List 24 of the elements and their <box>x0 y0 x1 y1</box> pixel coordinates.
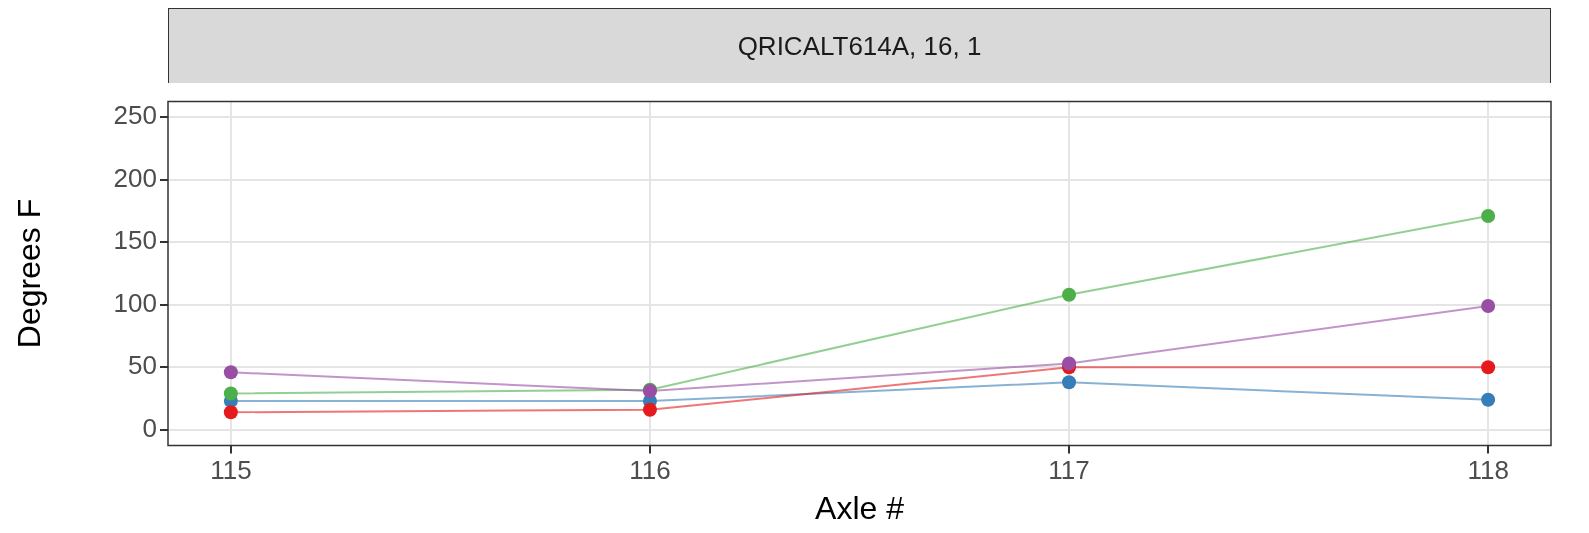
y-tick-label: 200 <box>113 162 157 193</box>
point <box>642 402 657 417</box>
y-tick-label: 250 <box>113 100 157 131</box>
y-tick-label: 50 <box>128 350 157 381</box>
x-tick-label: 116 <box>629 455 671 486</box>
point <box>1481 208 1496 223</box>
x-tick-label: 118 <box>1467 455 1509 486</box>
point <box>1481 392 1496 407</box>
point <box>223 365 238 380</box>
chart-title: QRICALT614A, 16, 1 <box>737 30 982 62</box>
x-axis-title: Axle # <box>815 489 905 526</box>
point <box>1062 287 1077 302</box>
point <box>223 386 238 401</box>
y-axis-title: Degrees F <box>11 198 48 349</box>
x-tick-label: 117 <box>1048 455 1090 486</box>
point <box>1481 360 1496 375</box>
point <box>223 405 238 420</box>
y-tick-label: 150 <box>113 225 157 256</box>
y-tick-label: 100 <box>113 287 157 318</box>
point <box>1062 375 1077 390</box>
point <box>1062 356 1077 371</box>
y-tick-label: 0 <box>142 412 157 443</box>
point <box>1481 299 1496 314</box>
x-tick-label: 115 <box>210 455 252 486</box>
